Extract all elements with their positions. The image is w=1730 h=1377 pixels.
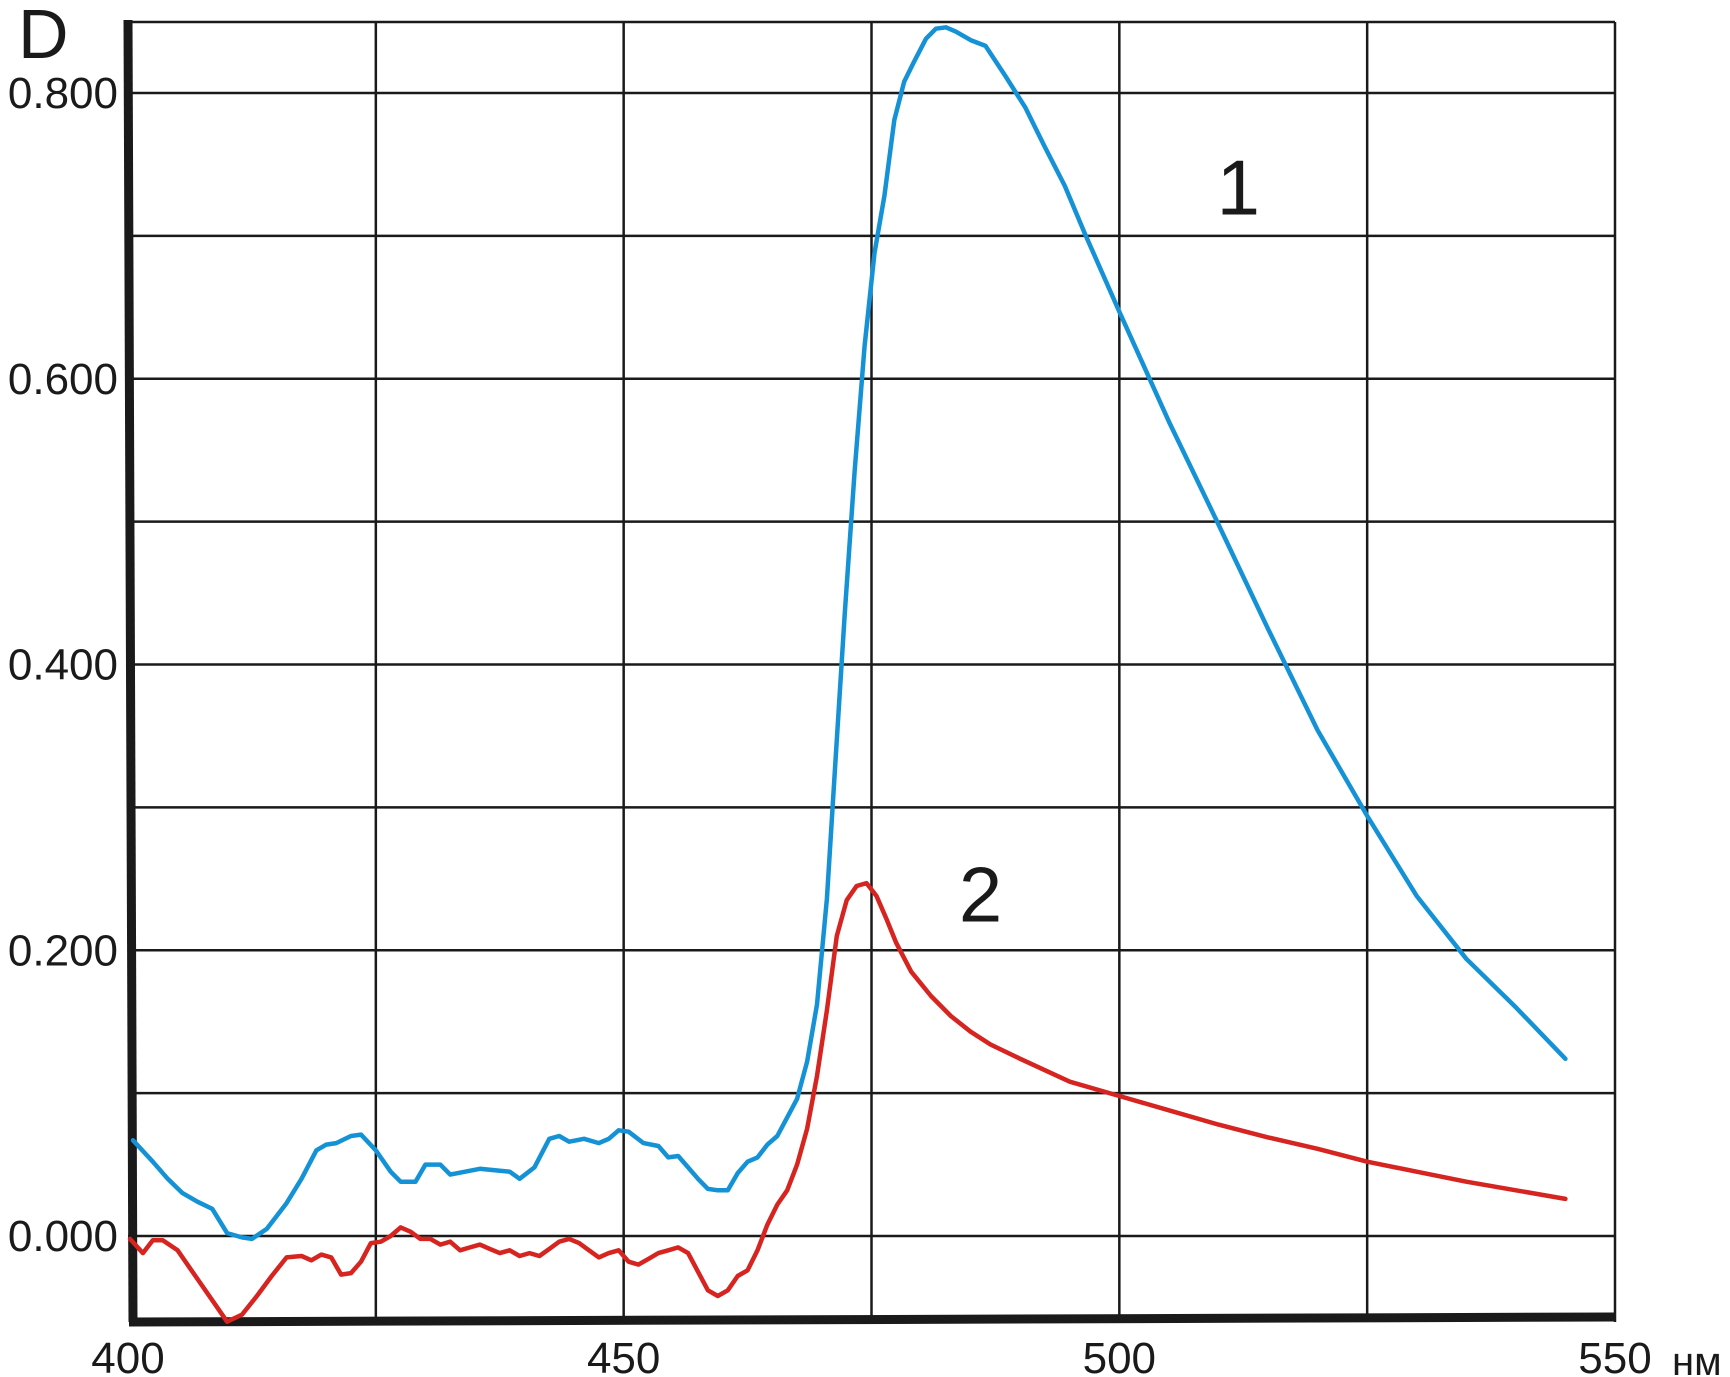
- x-axis-unit: нм: [1672, 1340, 1722, 1377]
- y-axis-line: [123, 19, 138, 1323]
- x-tick-label: 500: [1083, 1334, 1156, 1377]
- y-tick-label: 0.600: [8, 355, 118, 404]
- grid: [128, 20, 1617, 1322]
- x-axis-line: [128, 1312, 1616, 1327]
- y-tick-label: 0.000: [8, 1212, 118, 1261]
- curve-annotations: 12: [959, 143, 1260, 938]
- y-tick-label: 0.200: [8, 926, 118, 975]
- y-tick-label: 0.400: [8, 641, 118, 690]
- x-tick-label: 400: [91, 1334, 164, 1377]
- axes: [123, 19, 1616, 1327]
- curve-label-1: 1: [1217, 143, 1260, 231]
- series-line-1: [130, 25, 1568, 1242]
- x-tick-label: 550: [1578, 1334, 1651, 1377]
- y-axis-title: D: [18, 0, 69, 73]
- x-tick-label: 450: [587, 1334, 660, 1377]
- curve-label-2: 2: [959, 851, 1002, 939]
- y-tick-label: 0.800: [8, 69, 118, 118]
- series-line-2: [127, 880, 1568, 1324]
- series-lines: [127, 25, 1568, 1324]
- tick-labels: 0.000 0.200 0.400 0.600 0.800 400 450 500 550: [8, 69, 1652, 1377]
